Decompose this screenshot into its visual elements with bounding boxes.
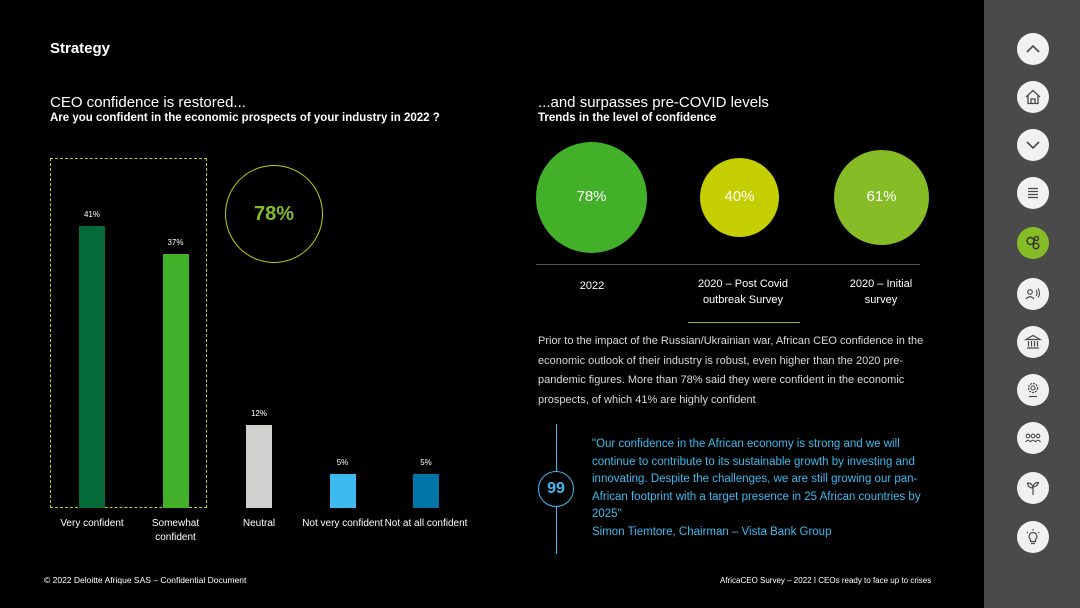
home-icon [1025, 89, 1041, 105]
bar-category-label: Not at all confident [384, 518, 468, 529]
nav-strategy-button[interactable] [1017, 227, 1049, 259]
nav-next-button[interactable] [1017, 129, 1049, 161]
bar-category-label: Neutral [242, 518, 276, 529]
chevron-down-icon [1026, 141, 1040, 150]
left-question: Are you confident in the economic prospe… [50, 112, 440, 124]
award-gear-icon [1027, 382, 1039, 398]
bar-value-label: 37% [167, 237, 184, 247]
trend-divider [536, 264, 920, 265]
trend-underline [688, 322, 800, 323]
list-icon [1028, 187, 1038, 199]
left-heading: CEO confidence is restored... [50, 94, 246, 111]
quote-author: Simon Tiemtore, Chairman – Vista Bank Gr… [592, 526, 832, 538]
highlight-box [50, 158, 207, 508]
highlight-value: 78% [253, 202, 295, 225]
trend-value: 78% [576, 188, 607, 205]
nav-home-button[interactable] [1017, 81, 1049, 113]
quote-icon: 99 [538, 471, 574, 507]
trend-label: 2020 – Initial survey [849, 278, 913, 306]
trend-value: 61% [866, 188, 897, 205]
trend-circle-2020-initial: 61% [834, 150, 929, 245]
highlight-circle: 78% [225, 165, 323, 263]
trend-label: 2022 [579, 280, 605, 292]
nav-operations-button[interactable] [1017, 374, 1049, 406]
trend-value: 40% [724, 188, 755, 205]
people-group-icon [1025, 433, 1041, 443]
page-title: Strategy [50, 40, 111, 57]
trend-circle-2022: 78% [536, 142, 647, 253]
footer-survey: AfricaCEO Survey – 2022 I CEOs ready to … [720, 576, 932, 585]
summary-paragraph: Prior to the impact of the Russian/Ukrai… [538, 335, 924, 406]
nav-sustainability-button[interactable] [1017, 472, 1049, 504]
nav-innovation-button[interactable] [1017, 521, 1049, 553]
nav-contents-button[interactable] [1017, 177, 1049, 209]
bar-category-label: Not very confident [302, 518, 383, 529]
lightbulb-icon [1026, 529, 1040, 545]
nav-people-button[interactable] [1017, 422, 1049, 454]
nav-previous-button[interactable] [1017, 33, 1049, 65]
nav-finance-button[interactable] [1017, 326, 1049, 358]
right-heading: ...and surpasses pre-COVID levels [538, 94, 769, 111]
bar-value-label: 41% [83, 210, 100, 219]
right-subheading: Trends in the level of confidence [538, 112, 717, 124]
ceo-quote: "Our confidence in the African economy i… [592, 438, 921, 520]
trend-label: 2020 – Post Covid outbreak Survey [698, 278, 788, 306]
bar [162, 253, 189, 508]
gears-icon [1026, 235, 1040, 250]
bar [79, 226, 105, 508]
confidence-bar-chart: 41% Very confident 37% Somewhat confident 12… [0, 0, 540, 560]
nav-communication-button[interactable] [1017, 278, 1049, 310]
bar [246, 425, 272, 508]
footer-copyright: © 2022 Deloitte Afrique SAS – Confidenti… [44, 575, 247, 585]
bar-category-label: Very confident [60, 518, 124, 529]
bar-value-label: 12% [250, 409, 267, 419]
bar-value-label: 5% [420, 457, 432, 467]
speaking-person-icon [1025, 288, 1041, 300]
bar-value-label: 5% [336, 457, 349, 467]
bar [413, 473, 439, 508]
bar-category-label: Somewhat confident [151, 518, 200, 543]
trend-circle-2020-post-covid: 40% [700, 158, 779, 237]
plant-icon [1026, 481, 1040, 495]
chevron-up-icon [1026, 44, 1040, 53]
bar [329, 473, 356, 508]
bank-icon [1023, 334, 1043, 349]
